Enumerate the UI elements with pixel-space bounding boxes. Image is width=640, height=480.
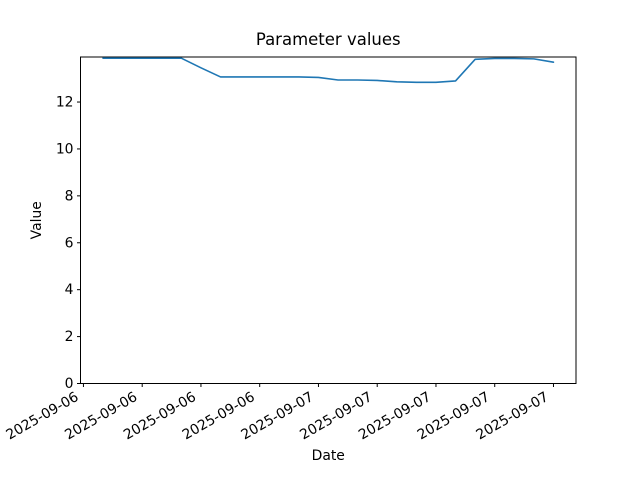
chart-title: Parameter values [256, 30, 401, 49]
y-tick-label: 4 [65, 282, 74, 298]
y-tick-label: 8 [65, 188, 74, 204]
y-tick-label: 10 [56, 141, 74, 157]
y-tick-label: 2 [65, 329, 74, 345]
parameter-line [102, 57, 555, 84]
y-axis-label: Value [29, 201, 45, 239]
y-tick-label: 6 [65, 235, 74, 251]
y-tick-label: 12 [56, 95, 74, 111]
y-axis-ticks: 0 2 4 6 8 10 12 [56, 95, 81, 392]
x-axis-ticks: 2025-09-062025-09-062025-09-062025-09-06… [4, 383, 554, 443]
data-series [102, 57, 555, 84]
plot-border [80, 56, 577, 384]
x-axis-label: Date [312, 448, 345, 464]
y-tick-label: 0 [65, 376, 74, 392]
